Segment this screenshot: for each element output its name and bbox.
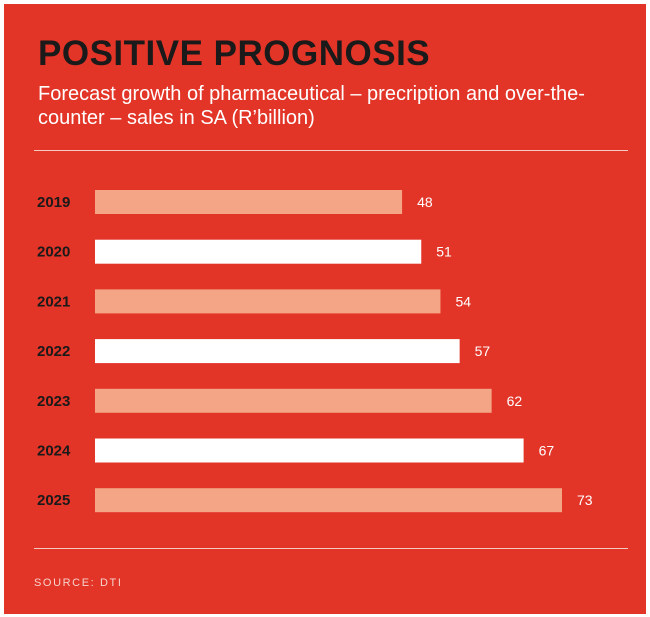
source-note: SOURCE: DTI [34,577,123,589]
bar-2019 [95,190,403,214]
value-label: 67 [539,443,555,459]
bar-2020 [95,239,422,264]
year-label: 2020 [37,244,70,261]
year-label: 2023 [37,393,70,410]
bar-2023 [95,388,492,413]
year-label: 2025 [37,492,70,509]
bar-chart: 2019 48 2020 51 2021 54 2022 57 2023 62 2024 67 2025… [37,190,593,513]
value-label: 62 [507,393,523,409]
value-label: 54 [455,293,471,309]
bar-2021 [95,289,441,314]
value-label: 48 [417,194,433,210]
chart-subtitle: Forecast growth of pharmaceutical – prec… [38,83,585,129]
year-label: 2019 [37,194,70,211]
year-label: 2022 [37,343,70,360]
value-label: 57 [475,343,491,359]
chart-panel: POSITIVE PROGNOSIS Forecast growth of ph… [4,4,646,614]
value-label: 51 [436,244,452,260]
bar-2025 [95,488,562,513]
bar-2024 [95,438,524,463]
value-label: 73 [577,492,593,508]
bottom-divider [34,548,628,549]
year-label: 2024 [37,443,71,460]
top-divider [34,150,628,151]
year-label: 2021 [37,293,70,310]
chart-title: POSITIVE PROGNOSIS [38,34,431,73]
bar-2022 [95,339,460,364]
